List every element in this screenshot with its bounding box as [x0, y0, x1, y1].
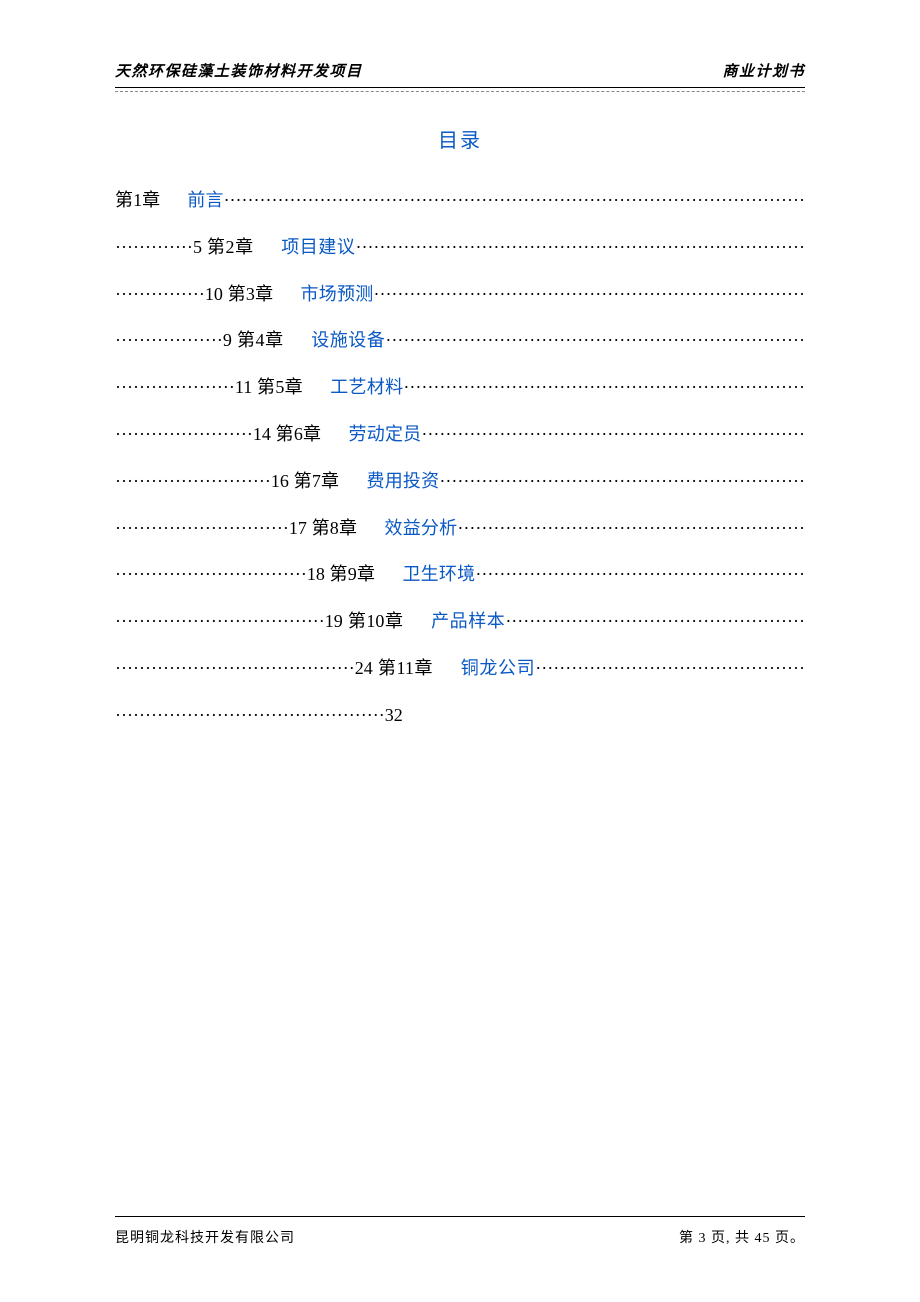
toc-entry-link[interactable]: 工艺材料 [330, 377, 403, 397]
toc-page-number: 14 [253, 424, 271, 444]
toc-title: 目录 [115, 124, 805, 153]
footer-page-suffix: 页。 [771, 1231, 806, 1246]
footer-total-pages: 45 [755, 1231, 771, 1246]
toc-page-number: 5 [193, 237, 202, 257]
toc-entry-link[interactable]: 产品样本 [431, 611, 506, 631]
toc-chapter-label: 第1章 [115, 190, 187, 210]
toc-chapter-label: 第10章 [348, 611, 431, 631]
page-header: 天然环保硅藻土装饰材料开发项目 商业计划书 [115, 60, 805, 88]
toc-chapter-label: 第8章 [312, 518, 385, 538]
toc-chapter-label: 第5章 [257, 377, 330, 397]
toc-entry-link[interactable]: 卫生环境 [402, 564, 475, 584]
toc-entry-link[interactable]: 铜龙公司 [460, 658, 535, 678]
toc-page-number: 18 [307, 564, 325, 584]
toc-entry-link[interactable]: 前言 [187, 190, 223, 210]
page-footer: 昆明铜龙科技开发有限公司 第 3 页, 共 45 页。 [115, 1216, 805, 1247]
header-right: 商业计划书 [722, 60, 805, 81]
footer-page-mid: 页, 共 [707, 1231, 755, 1246]
toc-entry-link[interactable]: 设施设备 [311, 330, 386, 350]
toc-page-number: 32 [385, 705, 403, 725]
toc-chapter-label: 第11章 [378, 658, 460, 678]
header-dash-rule [115, 91, 805, 92]
toc-page-number: 17 [289, 518, 307, 538]
toc-chapter-label: 第7章 [294, 471, 367, 491]
toc-page-number: 19 [325, 611, 343, 631]
toc-body: 第1章 前言··································… [115, 177, 805, 739]
toc-chapter-label: 第2章 [207, 237, 281, 257]
footer-page-prefix: 第 [679, 1231, 699, 1246]
toc-page-number: 24 [355, 658, 373, 678]
toc-entry-link[interactable]: 项目建议 [281, 237, 356, 257]
header-left: 天然环保硅藻土装饰材料开发项目 [115, 60, 363, 81]
toc-page-number: 11 [235, 377, 252, 397]
toc-entry-link[interactable]: 费用投资 [366, 471, 439, 491]
toc-page-number: 9 [223, 330, 232, 350]
document-page: 天然环保硅藻土装饰材料开发项目 商业计划书 目录 第1章 前言·········… [0, 0, 920, 1302]
toc-chapter-label: 第9章 [330, 564, 403, 584]
toc-chapter-label: 第4章 [237, 330, 311, 350]
toc-entry-link[interactable]: 市场预测 [300, 284, 373, 304]
toc-entry-link[interactable]: 劳动定员 [348, 424, 421, 444]
toc-chapter-label: 第6章 [276, 424, 349, 444]
footer-company: 昆明铜龙科技开发有限公司 [115, 1227, 295, 1247]
footer-pagination: 第 3 页, 共 45 页。 [679, 1227, 805, 1247]
toc-page-number: 16 [271, 471, 289, 491]
toc-chapter-label: 第3章 [228, 284, 301, 304]
toc-entry-link[interactable]: 效益分析 [384, 518, 457, 538]
toc-page-number: 10 [205, 284, 223, 304]
footer-current-page: 3 [699, 1231, 707, 1246]
